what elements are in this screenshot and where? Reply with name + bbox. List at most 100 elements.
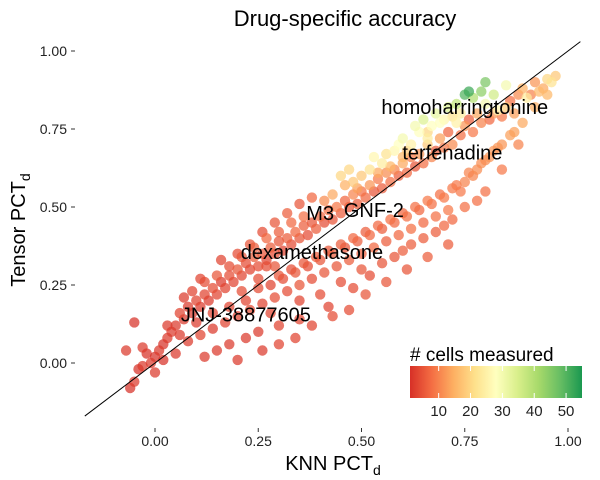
data-point (129, 317, 140, 328)
x-tick-label: 0.50 (348, 433, 375, 449)
data-point (476, 158, 487, 169)
data-point (447, 214, 458, 225)
data-point (240, 332, 252, 344)
data-point (273, 236, 285, 247)
data-point (455, 130, 466, 141)
data-point (343, 304, 355, 316)
data-point (476, 86, 487, 97)
data-point (376, 258, 388, 269)
data-point (232, 264, 243, 275)
data-point (364, 164, 375, 175)
data-point (199, 351, 210, 362)
y-axis-title: Tensor PCTd (8, 173, 33, 286)
data-point (290, 226, 301, 238)
data-point (488, 89, 499, 100)
data-point (405, 239, 417, 250)
data-point (451, 117, 462, 128)
data-point (298, 220, 309, 231)
data-point (129, 376, 140, 387)
data-point (211, 345, 223, 356)
data-point (182, 301, 194, 312)
x-tick-label: 0.25 (245, 433, 272, 449)
data-point (149, 367, 161, 378)
data-point (459, 176, 470, 188)
colorbar-tick-label: 10 (430, 403, 447, 420)
data-point (451, 98, 462, 110)
data-point (269, 292, 280, 303)
data-point (335, 276, 347, 288)
data-point (438, 192, 450, 203)
data-point (376, 158, 388, 169)
data-point (306, 320, 318, 331)
y-axis-title-main: Tensor PCT (8, 181, 30, 287)
data-point (463, 167, 475, 178)
data-point (232, 311, 243, 322)
data-point (182, 336, 194, 347)
data-point (381, 276, 392, 288)
y-axis-title-sub: d (17, 173, 33, 181)
data-point (348, 233, 359, 244)
colorbar-tick-label: 40 (526, 403, 543, 420)
data-point (476, 117, 487, 128)
data-point (405, 223, 417, 234)
data-point (364, 270, 375, 281)
points-layer (120, 70, 561, 394)
data-point (364, 229, 375, 241)
data-point (248, 242, 260, 253)
data-point (298, 211, 309, 222)
data-point (356, 264, 367, 275)
data-point (364, 180, 375, 191)
data-point (500, 102, 512, 113)
data-point (310, 223, 322, 234)
x-tick-label: 0.00 (141, 433, 168, 449)
data-point (257, 248, 268, 259)
reference-line (84, 41, 581, 417)
data-point (265, 307, 276, 319)
data-point (273, 320, 285, 331)
data-point (422, 133, 433, 144)
drug-annotation: GNF-2 (344, 200, 404, 222)
colorbar-tick-label: 20 (462, 403, 479, 420)
x-tick-label: 1.00 (554, 433, 581, 449)
colorbar-legend: # cells measured 10 20 30 40 50 (410, 345, 582, 420)
data-point (306, 192, 318, 203)
data-point (517, 83, 528, 94)
data-point (137, 342, 148, 353)
data-point (265, 242, 276, 253)
data-point (356, 248, 367, 259)
data-point (199, 289, 210, 300)
data-point (232, 354, 243, 366)
data-point (306, 273, 318, 284)
data-point (327, 311, 338, 322)
data-point (339, 180, 351, 191)
data-point (410, 201, 421, 213)
data-point (323, 301, 334, 312)
data-point (368, 242, 380, 253)
data-point (451, 180, 462, 191)
data-point (310, 251, 322, 263)
data-point (381, 236, 392, 247)
data-point (430, 226, 441, 238)
data-point (315, 211, 326, 222)
data-point (298, 258, 309, 269)
data-point (290, 267, 301, 278)
data-point (529, 102, 541, 113)
data-point (187, 286, 198, 297)
data-point (393, 229, 404, 241)
data-point (546, 77, 557, 88)
data-point (253, 326, 264, 337)
colorbar-tick-label: 30 (494, 403, 511, 420)
data-point (120, 345, 132, 356)
data-point (418, 233, 429, 244)
data-point (224, 339, 235, 350)
data-point (282, 233, 293, 244)
data-point (211, 270, 223, 281)
data-point (253, 261, 264, 272)
y-tick-label: 0.00 (40, 355, 67, 371)
data-point (356, 170, 367, 181)
x-tick-label: 0.75 (451, 433, 478, 449)
drug-annotation: M3 (306, 203, 334, 225)
data-point (430, 108, 441, 119)
colorbar-tick-label: 50 (558, 403, 575, 420)
data-point (352, 198, 363, 210)
